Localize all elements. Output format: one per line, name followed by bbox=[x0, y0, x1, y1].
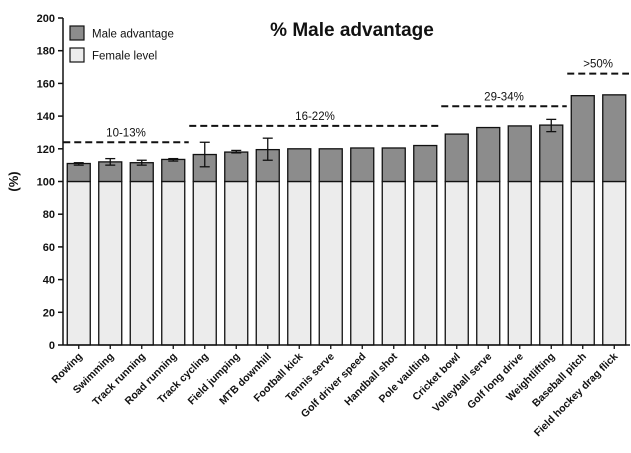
bar-male-advantage bbox=[570, 95, 595, 183]
annotation-label: 29-34% bbox=[484, 91, 524, 103]
legend-swatch bbox=[69, 25, 85, 41]
bar-female-level bbox=[444, 180, 469, 346]
bar-male-advantage bbox=[318, 148, 343, 183]
annotation-label: 10-13% bbox=[106, 127, 146, 139]
bar-male-advantage bbox=[161, 158, 186, 183]
bar-female-level bbox=[413, 180, 438, 346]
chart-title: % Male advantage bbox=[270, 20, 434, 41]
bar-female-level bbox=[66, 180, 91, 346]
bar-female-level bbox=[476, 180, 501, 346]
bar-male-advantage bbox=[476, 126, 501, 183]
y-tick-label: 140 bbox=[37, 111, 55, 123]
bar-male-advantage bbox=[539, 124, 564, 183]
error-bar bbox=[546, 118, 557, 133]
y-tick-label: 120 bbox=[37, 144, 55, 156]
bar-female-level bbox=[318, 180, 343, 346]
bar-male-advantage bbox=[444, 133, 469, 183]
bar-female-level bbox=[602, 180, 627, 346]
bar-male-advantage bbox=[66, 162, 91, 183]
y-tick-label: 160 bbox=[37, 78, 55, 90]
y-tick-label: 80 bbox=[43, 209, 55, 221]
x-category-label: Golf long drive bbox=[465, 351, 526, 412]
y-tick-label: 40 bbox=[43, 275, 55, 287]
annotation-label: >50% bbox=[583, 59, 613, 71]
bar-male-advantage bbox=[381, 147, 406, 183]
bar-female-level bbox=[255, 180, 280, 346]
bar-male-advantage bbox=[507, 125, 532, 183]
group-annotations: 10-13% 16-22% 29-34% >50% bbox=[63, 59, 629, 144]
y-tick-label: 100 bbox=[37, 177, 55, 189]
y-axis: 0 20 40 60 80 100 120 140 160 180 200 bbox=[37, 13, 64, 352]
bar-female-level bbox=[570, 180, 595, 346]
legend-swatch bbox=[69, 47, 85, 63]
error-bar bbox=[199, 141, 210, 168]
bar-male-advantage bbox=[602, 94, 627, 183]
bar-female-level bbox=[161, 180, 186, 346]
legend-label: Female level bbox=[92, 51, 157, 63]
legend: Male advantage Female level bbox=[69, 25, 174, 63]
bars bbox=[66, 94, 627, 346]
error-bar bbox=[73, 162, 84, 166]
y-tick-label: 20 bbox=[43, 307, 55, 319]
error-bar bbox=[231, 149, 242, 154]
y-tick-label: 60 bbox=[43, 242, 55, 254]
bar-female-level bbox=[98, 180, 123, 346]
annotation-label: 16-22% bbox=[295, 111, 335, 123]
error-bar bbox=[262, 137, 273, 161]
y-tick-label: 200 bbox=[37, 13, 55, 25]
error-bar bbox=[136, 159, 147, 166]
bar-female-level bbox=[350, 180, 375, 346]
bar-male-advantage bbox=[350, 147, 375, 183]
y-tick-label: 0 bbox=[49, 340, 55, 352]
error-bar bbox=[168, 157, 179, 162]
bar-female-level bbox=[224, 180, 249, 346]
bar-female-level bbox=[129, 180, 154, 346]
y-tick-label: 180 bbox=[37, 46, 55, 58]
bar-male-advantage bbox=[287, 148, 312, 183]
error-bars bbox=[73, 118, 557, 168]
bar-male-advantage bbox=[413, 144, 438, 183]
y-axis-title: (%) bbox=[6, 171, 21, 191]
bar-female-level bbox=[539, 180, 564, 346]
bar-female-level bbox=[287, 180, 312, 346]
legend-label: Male advantage bbox=[92, 29, 174, 41]
error-bar bbox=[105, 157, 116, 166]
bar-female-level bbox=[192, 180, 217, 346]
bar-female-level bbox=[507, 180, 532, 346]
bar-female-level bbox=[381, 180, 406, 346]
bar-male-advantage bbox=[224, 151, 249, 183]
